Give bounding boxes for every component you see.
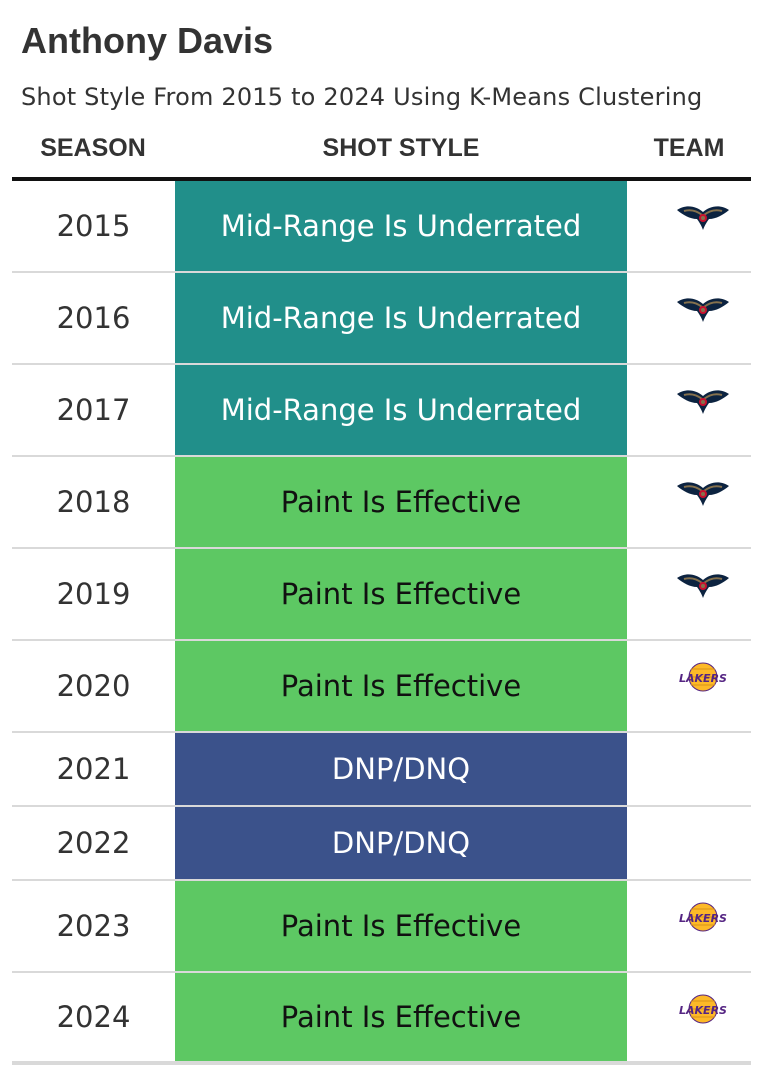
season-cell: 2015	[56, 209, 131, 243]
season-cell: 2018	[56, 485, 131, 519]
team-cell	[627, 273, 751, 363]
column-header-season: SEASON	[40, 134, 146, 162]
table-row: 2020 Paint Is Effective LAKERS	[12, 641, 751, 733]
table-row: 2018 Paint Is Effective	[12, 457, 751, 549]
shot-style-cell: Paint Is Effective	[175, 457, 627, 547]
table-body: 2015 Mid-Range Is Underrated 2016 Mid-Range…	[12, 181, 751, 1065]
lakers-logo-icon: LAKERS	[676, 901, 730, 933]
table-row: 2021 DNP/DNQ	[12, 733, 751, 807]
pelicans-logo-icon	[676, 569, 730, 601]
lakers-logo-icon: LAKERS	[676, 661, 730, 693]
shot-style-cell: Paint Is Effective	[175, 881, 627, 971]
season-cell: 2019	[56, 577, 131, 611]
team-cell: LAKERS	[627, 881, 751, 971]
season-cell: 2016	[56, 301, 131, 335]
shot-style-cell: Paint Is Effective	[175, 973, 627, 1061]
pelicans-logo-icon	[676, 385, 730, 417]
season-cell: 2024	[56, 1000, 131, 1034]
season-cell: 2017	[56, 393, 131, 427]
shot-style-cell: DNP/DNQ	[175, 807, 627, 879]
table-row: 2015 Mid-Range Is Underrated	[12, 181, 751, 273]
column-header-shot-style: SHOT STYLE	[322, 134, 480, 162]
team-cell	[627, 457, 751, 547]
table-row: 2024 Paint Is Effective LAKERS	[12, 973, 751, 1065]
shot-style-cell: DNP/DNQ	[175, 733, 627, 805]
pelicans-logo-icon	[676, 293, 730, 325]
team-cell	[627, 807, 751, 879]
season-cell: 2020	[56, 669, 131, 703]
season-cell: 2022	[56, 826, 131, 860]
team-cell: LAKERS	[627, 973, 751, 1061]
shot-style-cell: Paint Is Effective	[175, 549, 627, 639]
lakers-logo-icon: LAKERS	[676, 993, 730, 1025]
svg-text:LAKERS: LAKERS	[679, 672, 727, 685]
table-row: 2023 Paint Is Effective LAKERS	[12, 881, 751, 973]
shot-style-cell: Paint Is Effective	[175, 641, 627, 731]
team-cell	[627, 365, 751, 455]
team-cell	[627, 549, 751, 639]
season-cell: 2023	[56, 909, 131, 943]
svg-text:LAKERS: LAKERS	[679, 912, 727, 925]
pelicans-logo-icon	[676, 477, 730, 509]
team-cell	[627, 181, 751, 271]
table-row: 2017 Mid-Range Is Underrated	[12, 365, 751, 457]
shot-style-cell: Mid-Range Is Underrated	[175, 181, 627, 271]
season-cell: 2021	[56, 752, 131, 786]
team-cell: LAKERS	[627, 641, 751, 731]
header-rule	[12, 177, 751, 181]
pelicans-logo-icon	[676, 201, 730, 233]
table-row: 2016 Mid-Range Is Underrated	[12, 273, 751, 365]
page-subtitle: Shot Style From 2015 to 2024 Using K-Mea…	[21, 83, 703, 111]
table-row: 2022 DNP/DNQ	[12, 807, 751, 881]
shot-style-cell: Mid-Range Is Underrated	[175, 365, 627, 455]
team-cell	[627, 733, 751, 805]
svg-text:LAKERS: LAKERS	[679, 1004, 727, 1017]
page-title: Anthony Davis	[21, 20, 274, 61]
table-row: 2019 Paint Is Effective	[12, 549, 751, 641]
shot-style-cell: Mid-Range Is Underrated	[175, 273, 627, 363]
column-header-team: TEAM	[653, 134, 725, 162]
